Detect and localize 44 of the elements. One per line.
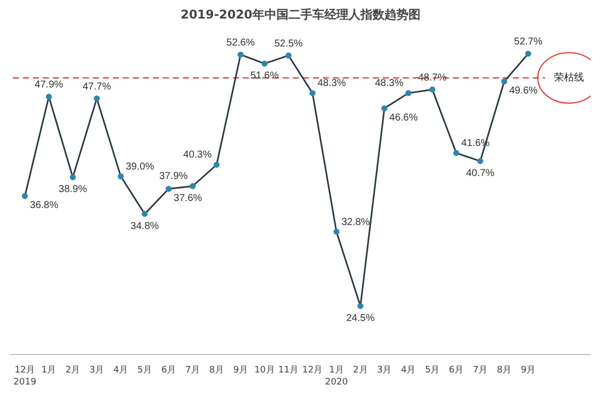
data-label: 49.6% xyxy=(509,85,538,96)
x-tick-label: 5月 xyxy=(424,366,440,376)
chart-title: 2019-2020年中国二手车经理人指数趋势图 xyxy=(180,8,420,22)
data-label: 40.3% xyxy=(183,150,212,161)
x-tick-label: 9月 xyxy=(520,366,536,376)
x-tick-label: 4月 xyxy=(400,366,416,376)
data-label: 38.9% xyxy=(58,184,88,196)
data-label: 24.5% xyxy=(346,313,375,324)
x-tick-label: 6月 xyxy=(161,366,176,376)
x-tick-label: 9月 xyxy=(233,366,248,376)
x-tick-label: 5月 xyxy=(137,366,152,376)
x-tick-label: 12月 xyxy=(302,366,323,376)
x-tick-label: 1月 2020 xyxy=(325,366,348,388)
data-label: 48.3% xyxy=(317,78,346,90)
x-tick-label: 10月 xyxy=(254,366,275,376)
data-label: 52.5% xyxy=(274,38,303,50)
x-tick-label: 7月 xyxy=(472,366,488,376)
data-label: 37.6% xyxy=(174,192,202,204)
data-label: 36.8% xyxy=(30,200,58,212)
data-label: 47.9% xyxy=(34,80,64,91)
ref-line-label: 荣枯线 xyxy=(554,71,584,84)
x-tick-label: 3月 xyxy=(89,366,104,376)
data-label: 52.6% xyxy=(226,38,255,49)
data-label: 34.8% xyxy=(130,220,159,232)
x-tick-label: 8月 xyxy=(209,366,224,376)
x-tick-label: 11月 xyxy=(278,366,299,376)
x-tick-label: 7月 xyxy=(185,366,200,376)
data-label: 46.6% xyxy=(389,112,418,124)
data-label: 48.7% xyxy=(418,72,447,84)
data-label: 52.7% xyxy=(514,36,542,48)
data-label: 39.0% xyxy=(126,161,154,172)
x-tick-label: 6月 xyxy=(448,366,464,376)
data-label: 48.3% xyxy=(374,78,404,90)
x-tick-label: 12月 2019 xyxy=(13,366,37,388)
x-tick-label: 8月 xyxy=(496,366,512,376)
x-tick-label: 2月 xyxy=(353,366,368,376)
x-tick-label: 3月 xyxy=(377,366,392,376)
x-tick-label: 1月 xyxy=(41,366,56,376)
data-label: 40.7% xyxy=(466,168,495,180)
data-label: 32.8% xyxy=(341,216,370,228)
x-tick-label: 4月 xyxy=(113,366,128,376)
x-tick-label: 2月 xyxy=(65,366,80,376)
data-label: 47.7% xyxy=(82,81,112,92)
data-label: 37.9% xyxy=(159,171,188,182)
